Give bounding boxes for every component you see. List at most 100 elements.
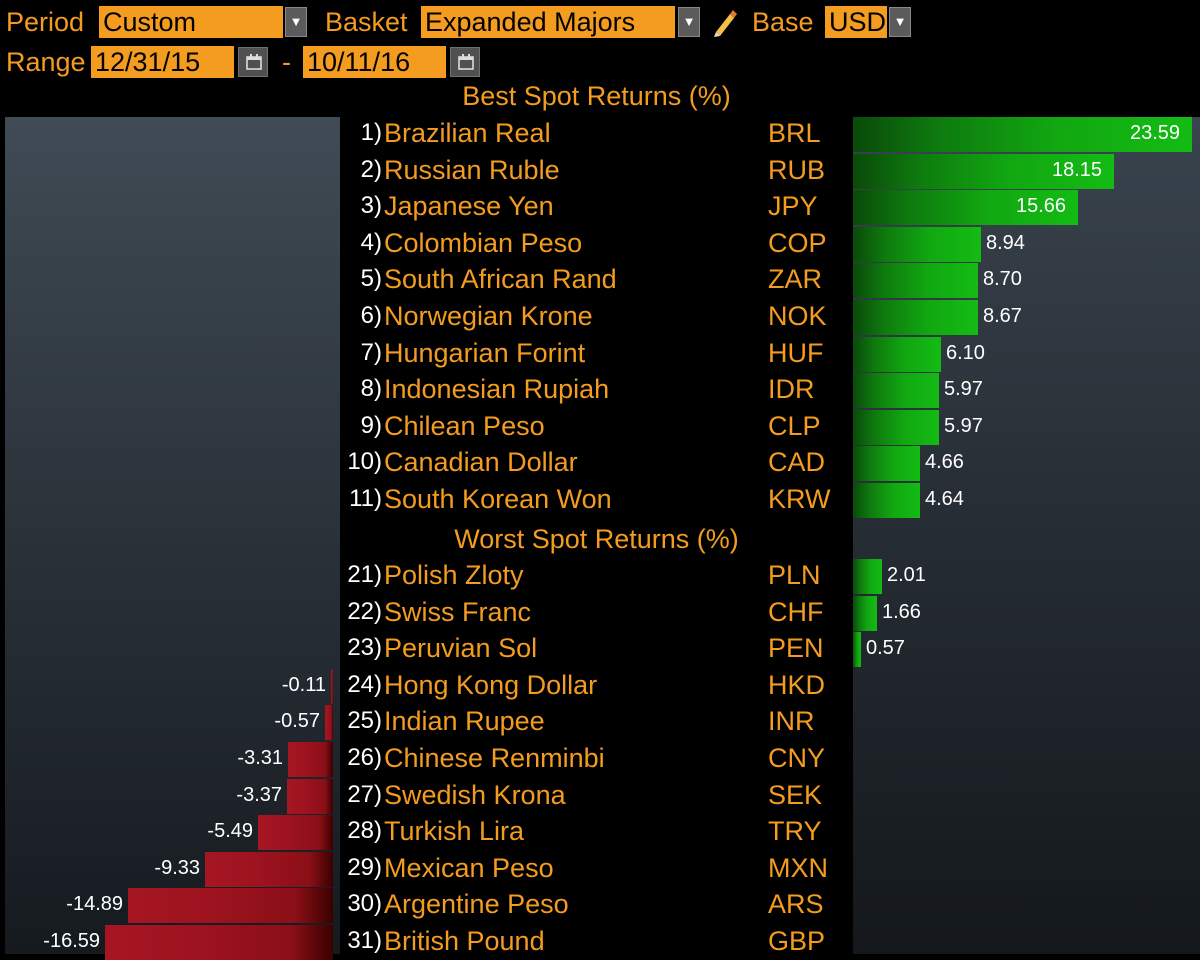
chart-row[interactable]: 31) British Pound GBP -16.59 [0, 924, 1200, 960]
currency-name: Hong Kong Dollar [384, 670, 598, 700]
pencil-icon[interactable] [710, 8, 738, 38]
currency-name: Indian Rupee [384, 706, 545, 736]
chevron-down-icon[interactable]: ▼ [678, 7, 700, 37]
currency-code: TRY [768, 816, 822, 846]
data-label: -16.59 [43, 930, 100, 952]
negative-return-bar [325, 705, 333, 740]
chart-row[interactable]: 5) South African Rand ZAR 8.70 [0, 262, 1200, 298]
row-rank: 31) [347, 927, 382, 954]
currency-name: South Korean Won [384, 484, 612, 514]
chart-row[interactable]: 25) Indian Rupee INR -0.57 [0, 704, 1200, 740]
currency-code: CHF [768, 597, 824, 627]
positive-return-bar [853, 410, 939, 445]
currency-name: British Pound [384, 926, 545, 956]
chart-row[interactable]: 23) Peruvian Sol PEN 0.57 [0, 631, 1200, 667]
range-start-field[interactable]: 12/31/15 [91, 46, 234, 78]
positive-return-bar [853, 300, 978, 335]
data-label: -3.37 [236, 784, 282, 806]
positive-return-bar [853, 227, 981, 262]
currency-code: PEN [768, 633, 824, 663]
positive-return-bar [853, 263, 978, 298]
data-label: -0.57 [274, 710, 320, 732]
currency-name: Japanese Yen [384, 191, 554, 221]
currency-name: Turkish Lira [384, 816, 525, 846]
chart-row[interactable]: 8) Indonesian Rupiah IDR 5.97 [0, 372, 1200, 408]
chevron-down-icon[interactable]: ▼ [889, 7, 911, 37]
currency-code: SEK [768, 780, 823, 810]
data-label: 8.94 [986, 232, 1025, 254]
currency-name: Polish Zloty [384, 560, 524, 590]
currency-code: MXN [768, 853, 828, 883]
row-rank: 27) [347, 781, 382, 808]
currency-code: RUB [768, 155, 826, 185]
data-label: -14.89 [66, 893, 123, 915]
data-label: 0.57 [866, 637, 905, 659]
chart-row[interactable]: 9) Chilean Peso CLP 5.97 [0, 409, 1200, 445]
currency-code: CNY [768, 743, 826, 773]
chart-row[interactable]: 1) Brazilian Real BRL 23.59 [0, 116, 1200, 152]
currency-name: Canadian Dollar [384, 447, 578, 477]
chart-row[interactable]: 11) South Korean Won KRW 4.64 [0, 482, 1200, 518]
negative-return-bar [287, 779, 333, 814]
chart-row[interactable]: 24) Hong Kong Dollar HKD -0.11 [0, 668, 1200, 704]
row-rank: 10) [347, 448, 382, 475]
data-label: -3.31 [237, 747, 283, 769]
chart-row[interactable]: 29) Mexican Peso MXN -9.33 [0, 851, 1200, 887]
currency-code: KRW [768, 484, 831, 514]
positive-return-bar [853, 559, 882, 594]
data-label: 23.59 [1130, 122, 1181, 144]
row-rank: 6) [360, 302, 382, 329]
currency-code: ARS [768, 889, 824, 919]
row-rank: 26) [347, 744, 382, 771]
chart-row[interactable]: 21) Polish Zloty PLN 2.01 [0, 558, 1200, 594]
chart-row[interactable]: 28) Turkish Lira TRY -5.49 [0, 814, 1200, 850]
range-end-field[interactable]: 10/11/16 [303, 46, 446, 78]
calendar-icon[interactable] [238, 47, 268, 77]
base-select[interactable]: USD [825, 6, 887, 38]
chevron-down-icon[interactable]: ▼ [285, 7, 307, 37]
currency-name: Norwegian Krone [384, 301, 593, 331]
data-label: 4.64 [925, 488, 964, 510]
basket-select[interactable]: Expanded Majors [421, 6, 675, 38]
period-select[interactable]: Custom [99, 6, 283, 38]
worst-returns-title: Worst Spot Returns (%) [454, 524, 739, 554]
data-label: 5.97 [944, 378, 983, 400]
row-rank: 1) [360, 119, 382, 146]
positive-return-bar [853, 190, 1078, 225]
currency-code: HKD [768, 670, 826, 700]
currency-name: Argentine Peso [384, 889, 569, 919]
negative-return-bar [331, 669, 333, 704]
currency-code: NOK [768, 301, 827, 331]
currency-name: Mexican Peso [384, 853, 554, 883]
row-rank: 30) [347, 890, 382, 917]
row-rank: 5) [360, 265, 382, 292]
row-rank: 22) [347, 598, 382, 625]
chart-row[interactable]: 4) Colombian Peso COP 8.94 [0, 226, 1200, 262]
data-label: 1.66 [882, 601, 921, 623]
data-label: 6.10 [946, 342, 985, 364]
chart-row[interactable]: 7) Hungarian Forint HUF 6.10 [0, 336, 1200, 372]
data-label: 5.97 [944, 415, 983, 437]
currency-code: IDR [768, 374, 815, 404]
chart-row[interactable]: 6) Norwegian Krone NOK 8.67 [0, 299, 1200, 335]
data-label: -9.33 [154, 857, 200, 879]
chart-row[interactable]: 27) Swedish Krona SEK -3.37 [0, 778, 1200, 814]
currency-code: BRL [768, 118, 821, 148]
currency-name: Colombian Peso [384, 228, 583, 258]
negative-return-bar [128, 888, 333, 923]
positive-return-bar [853, 117, 1192, 152]
data-label: 15.66 [1016, 195, 1067, 217]
header-row-range: Range 12/31/15 - 10/11/16 [0, 44, 1200, 84]
chart-row[interactable]: 10) Canadian Dollar CAD 4.66 [0, 445, 1200, 481]
chart-row[interactable]: 30) Argentine Peso ARS -14.89 [0, 887, 1200, 923]
currency-name: Brazilian Real [384, 118, 551, 148]
chart-row[interactable]: 26) Chinese Renminbi CNY -3.31 [0, 741, 1200, 777]
chart-row[interactable]: 22) Swiss Franc CHF 1.66 [0, 595, 1200, 631]
currency-name: Indonesian Rupiah [384, 374, 610, 404]
row-rank: 29) [347, 854, 382, 881]
chart-row[interactable]: 3) Japanese Yen JPY 15.66 [0, 189, 1200, 225]
calendar-icon[interactable] [450, 47, 480, 77]
row-rank: 2) [360, 156, 382, 183]
data-label: 8.67 [983, 305, 1022, 327]
chart-row[interactable]: 2) Russian Ruble RUB 18.15 [0, 153, 1200, 189]
